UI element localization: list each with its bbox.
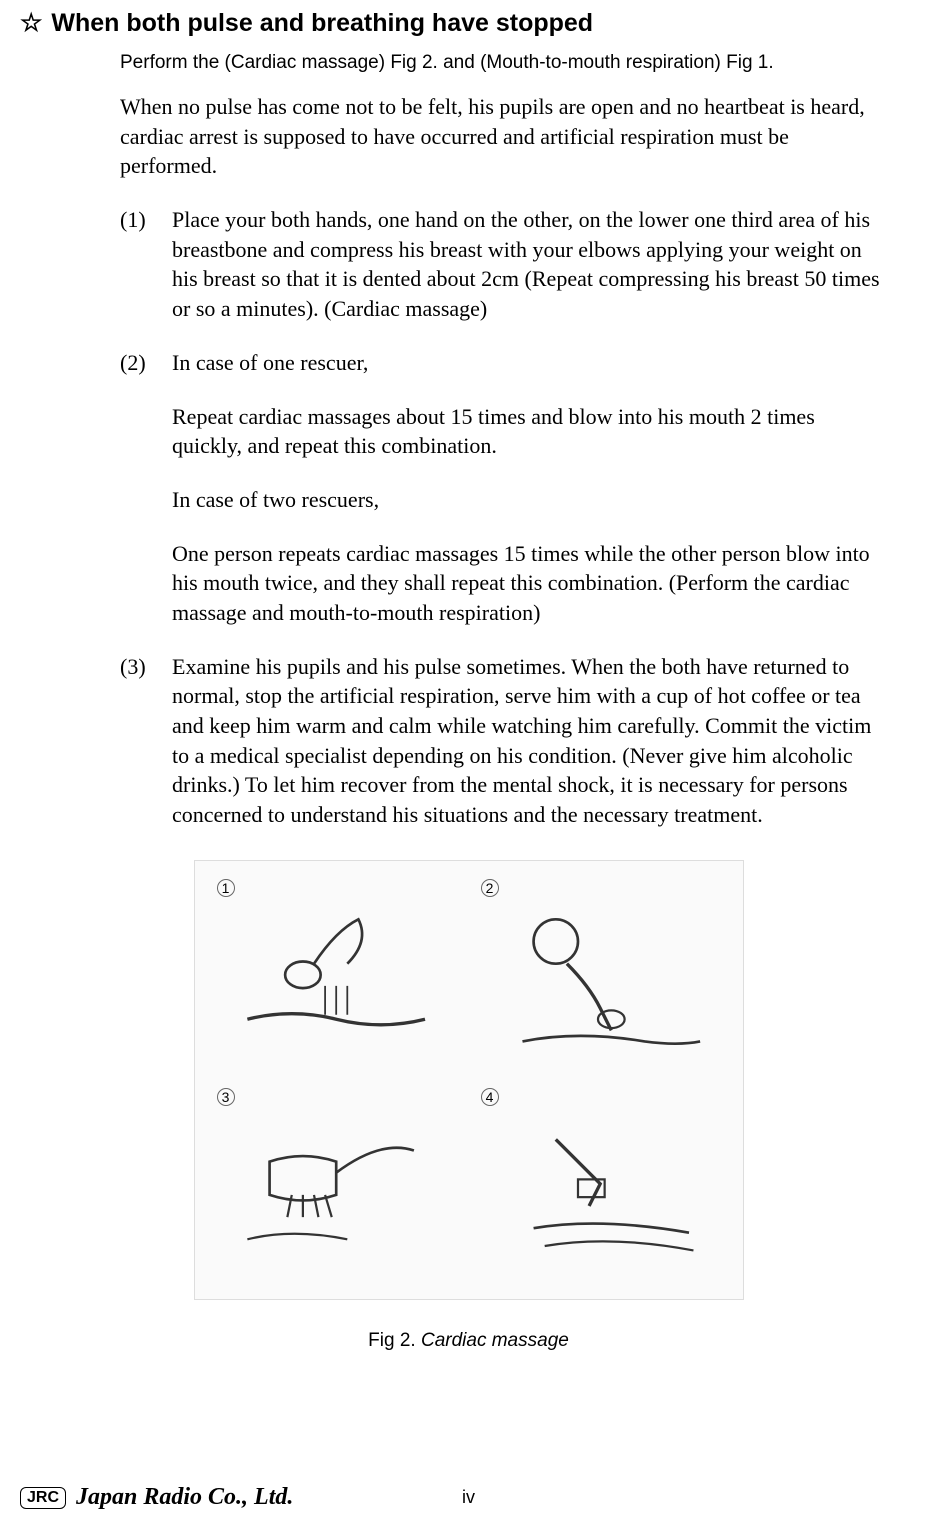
list-content: Place your both hands, one hand on the o…: [172, 205, 887, 324]
list-content: In case of one rescuer, Repeat cardiac m…: [172, 348, 887, 628]
figure-quadrant-4: 4: [469, 1080, 733, 1289]
company-name: Japan Radio Co., Ltd.: [76, 1484, 293, 1511]
section-heading: ☆ When both pulse and breathing have sto…: [20, 8, 917, 38]
list-number: (1): [120, 205, 172, 324]
paragraph: Examine his pupils and his pulse sometim…: [172, 652, 887, 830]
paragraph: Place your both hands, one hand on the o…: [172, 205, 887, 324]
subtitle-text: Perform the (Cardiac massage) Fig 2. and…: [120, 52, 917, 74]
quadrant-number: 4: [481, 1088, 499, 1106]
cardiac-massage-illustration-3: [224, 1095, 448, 1273]
quadrant-number: 1: [217, 879, 235, 897]
list-content: Examine his pupils and his pulse sometim…: [172, 652, 887, 830]
quadrant-number: 3: [217, 1088, 235, 1106]
figure-container: 1 2 3: [20, 860, 917, 1352]
heading-text: When both pulse and breathing have stopp…: [51, 9, 593, 37]
cardiac-massage-illustration-1: [224, 886, 448, 1064]
numbered-list: (1) Place your both hands, one hand on t…: [120, 205, 887, 830]
star-icon: ☆: [20, 9, 42, 37]
list-item: (2) In case of one rescuer, Repeat cardi…: [120, 348, 887, 628]
figure-caption: Fig 2. Cardiac massage: [20, 1330, 917, 1352]
jrc-logo: JRC: [20, 1487, 66, 1509]
paragraph: One person repeats cardiac massages 15 t…: [172, 539, 887, 628]
cardiac-massage-illustration-4: [488, 1095, 712, 1273]
list-number: (3): [120, 652, 172, 830]
page-number: iv: [462, 1487, 475, 1508]
page-footer: JRC Japan Radio Co., Ltd. iv: [20, 1484, 917, 1511]
figure-image: 1 2 3: [194, 860, 744, 1300]
list-item: (1) Place your both hands, one hand on t…: [120, 205, 887, 324]
paragraph: In case of two rescuers,: [172, 485, 887, 515]
list-number: (2): [120, 348, 172, 628]
caption-italic: Cardiac massage: [421, 1330, 569, 1351]
figure-quadrant-2: 2: [469, 871, 733, 1080]
paragraph: Repeat cardiac massages about 15 times a…: [172, 402, 887, 461]
cardiac-massage-illustration-2: [488, 886, 712, 1064]
intro-paragraph: When no pulse has come not to be felt, h…: [120, 92, 887, 181]
quadrant-number: 2: [481, 879, 499, 897]
figure-quadrant-3: 3: [205, 1080, 469, 1289]
paragraph: In case of one rescuer,: [172, 348, 887, 378]
figure-quadrant-1: 1: [205, 871, 469, 1080]
caption-prefix: Fig 2.: [368, 1330, 421, 1351]
list-item: (3) Examine his pupils and his pulse som…: [120, 652, 887, 830]
